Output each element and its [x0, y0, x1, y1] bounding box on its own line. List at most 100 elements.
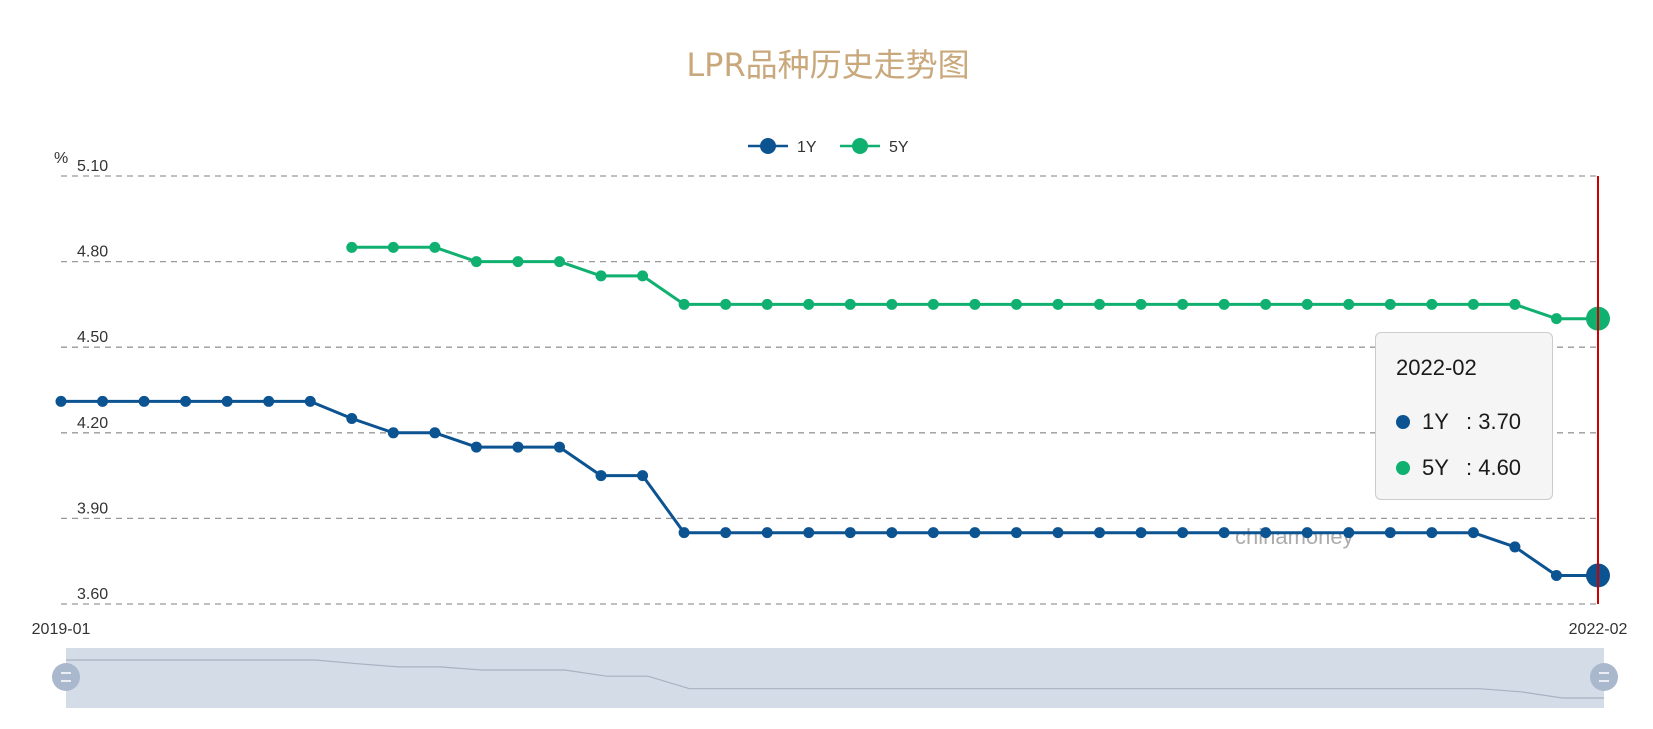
data-point-5y[interactable] [1426, 298, 1438, 310]
data-point-1y[interactable] [1384, 527, 1396, 539]
data-point-1y[interactable] [1135, 527, 1147, 539]
tooltip-1y-name: 1Y [1422, 409, 1449, 434]
data-point-5y[interactable] [1260, 298, 1272, 310]
data-point-5y[interactable] [637, 270, 649, 282]
tooltip: 2022-02 1Y : 3.70 5Y : 4.60 [1375, 332, 1553, 500]
data-point-1y[interactable] [1301, 527, 1313, 539]
legend-5y-label[interactable]: 5Y [889, 139, 909, 156]
y-tick-label: 4.20 [77, 415, 108, 432]
data-point-5y[interactable] [1550, 313, 1562, 325]
tooltip-1y-dot [1396, 415, 1410, 429]
data-point-1y[interactable] [886, 527, 898, 539]
data-point-5y[interactable] [761, 298, 773, 310]
data-point-5y[interactable] [470, 256, 482, 268]
data-point-5y[interactable] [595, 270, 607, 282]
data-point-1y[interactable] [927, 527, 939, 539]
data-point-1y[interactable] [720, 527, 732, 539]
data-point-5y[interactable] [512, 256, 524, 268]
legend-1y-marker [760, 138, 776, 154]
data-point-5y[interactable] [1052, 298, 1064, 310]
chart-title: LPR品种历史走势图 [686, 46, 969, 84]
data-point-5y[interactable] [429, 241, 441, 253]
data-point-1y[interactable] [221, 395, 233, 407]
data-point-1y[interactable] [1052, 527, 1064, 539]
tooltip-5y-name: 5Y [1422, 455, 1449, 480]
data-point-5y[interactable] [927, 298, 939, 310]
tooltip-row-5y: 5Y : 4.60 [1396, 445, 1552, 491]
data-point-5y[interactable] [720, 298, 732, 310]
tooltip-row-1y: 1Y : 3.70 [1396, 399, 1552, 445]
data-point-1y[interactable] [1509, 541, 1521, 553]
x-end-label: 2022-02 [1569, 621, 1628, 638]
data-point-5y[interactable] [1177, 298, 1189, 310]
data-point-1y[interactable] [180, 395, 192, 407]
data-point-1y[interactable] [969, 527, 981, 539]
legend-5y-marker [852, 138, 868, 154]
y-tick-label: 4.50 [77, 329, 108, 346]
watermark: chinamoney [1235, 524, 1354, 549]
data-point-5y[interactable] [969, 298, 981, 310]
data-point-1y[interactable] [429, 427, 441, 439]
data-point-1y[interactable] [1260, 527, 1272, 539]
data-point-1y[interactable] [470, 441, 482, 453]
data-point-1y[interactable] [1426, 527, 1438, 539]
y-tick-label: 3.60 [77, 586, 108, 603]
data-point-1y[interactable] [553, 441, 565, 453]
data-point-5y[interactable] [886, 298, 898, 310]
data-point-5y[interactable] [1218, 298, 1230, 310]
data-point-1y[interactable] [678, 527, 690, 539]
data-point-5y[interactable] [1010, 298, 1022, 310]
y-tick-label: 5.10 [77, 158, 108, 175]
data-point-5y[interactable] [1135, 298, 1147, 310]
data-point-5y[interactable] [844, 298, 856, 310]
data-point-1y[interactable] [512, 441, 524, 453]
legend[interactable]: 1Y 5Y [748, 138, 909, 156]
data-point-1y[interactable] [55, 395, 67, 407]
y-tick-label: 4.80 [77, 244, 108, 261]
data-point-5y[interactable] [803, 298, 815, 310]
data-point-5y[interactable] [1384, 298, 1396, 310]
navigator-right-handle[interactable] [1590, 663, 1618, 691]
data-point-1y[interactable] [1343, 527, 1355, 539]
tooltip-1y-value: : 3.70 [1466, 409, 1522, 434]
data-point-5y[interactable] [1094, 298, 1106, 310]
data-point-1y[interactable] [1467, 527, 1479, 539]
data-point-1y[interactable] [346, 413, 358, 425]
data-point-1y[interactable] [263, 395, 275, 407]
data-point-1y[interactable] [304, 395, 316, 407]
data-point-1y[interactable] [844, 527, 856, 539]
grid [61, 175, 1598, 605]
navigator-left-handle[interactable] [52, 663, 80, 691]
legend-1y-label[interactable]: 1Y [797, 139, 817, 156]
data-point-5y[interactable] [346, 241, 358, 253]
data-point-5y[interactable] [387, 241, 399, 253]
y-unit-label: % [54, 150, 68, 167]
range-navigator[interactable] [52, 648, 1618, 708]
navigator-background[interactable] [66, 648, 1604, 708]
data-point-5y[interactable] [1509, 298, 1521, 310]
data-point-5y[interactable] [1301, 298, 1313, 310]
y-axis: 3.60 3.90 4.20 4.50 4.80 5.10 [77, 158, 108, 603]
data-point-5y[interactable] [553, 256, 565, 268]
tooltip-5y-value: : 4.60 [1466, 455, 1522, 480]
data-point-1y[interactable] [1550, 569, 1562, 581]
data-point-1y[interactable] [761, 527, 773, 539]
data-point-1y[interactable] [637, 470, 649, 482]
data-point-1y[interactable] [97, 395, 109, 407]
tooltip-5y-dot [1396, 461, 1410, 475]
data-point-1y[interactable] [1177, 527, 1189, 539]
data-point-1y[interactable] [1010, 527, 1022, 539]
navigator-preview-line [66, 659, 1604, 699]
tooltip-date: 2022-02 [1396, 355, 1477, 380]
data-point-1y[interactable] [138, 395, 150, 407]
data-point-1y[interactable] [803, 527, 815, 539]
data-point-1y[interactable] [1094, 527, 1106, 539]
data-point-1y[interactable] [595, 470, 607, 482]
data-point-5y[interactable] [1467, 298, 1479, 310]
data-point-5y[interactable] [1343, 298, 1355, 310]
series-area [55, 241, 1610, 588]
data-point-5y[interactable] [678, 298, 690, 310]
data-point-1y[interactable] [1218, 527, 1230, 539]
data-point-1y[interactable] [387, 427, 399, 439]
